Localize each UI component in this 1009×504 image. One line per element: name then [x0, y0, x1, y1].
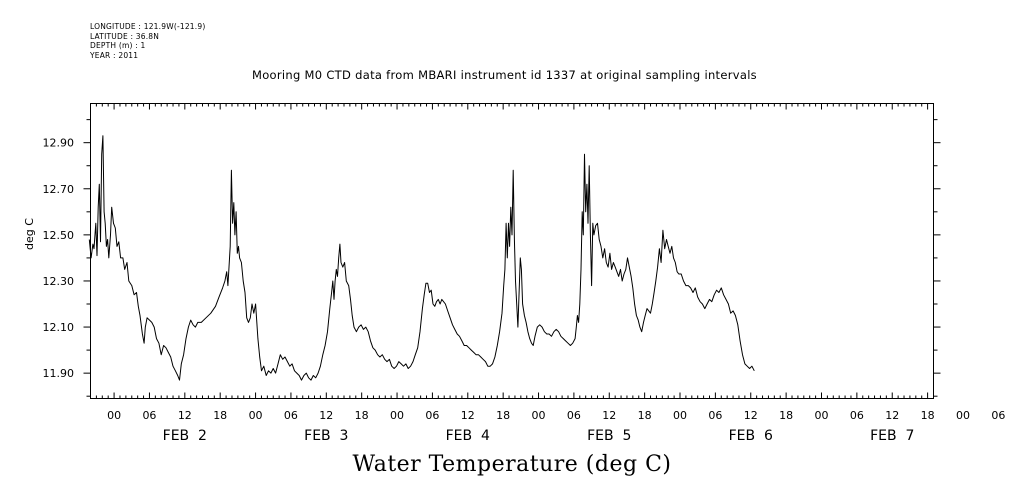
chart-title: Mooring M0 CTD data from MBARI instrumen…: [252, 68, 757, 82]
y-tick-label: 12.50: [43, 229, 75, 242]
x-tick-label: 00: [532, 409, 546, 422]
longitude-text: LONGITUDE : 121.9W(-121.9): [90, 22, 206, 31]
x-tick-label: 06: [567, 409, 581, 422]
plot-frame: [90, 103, 934, 399]
y-tick-label: 12.70: [43, 183, 75, 196]
x-tick-label: 18: [496, 409, 510, 422]
temperature-line: [88, 135, 755, 381]
day-label: FEB 7: [870, 428, 914, 444]
x-tick-label: 06: [708, 409, 722, 422]
y-tick-label: 12.10: [43, 321, 75, 334]
x-tick-label: 06: [425, 409, 439, 422]
x-tick-label: 18: [921, 409, 935, 422]
depth-text: DEPTH (m) : 1: [90, 41, 146, 51]
year-text: YEAR : 2011: [90, 50, 139, 60]
series-group: [88, 135, 755, 381]
x-axis-label: Water Temperature (deg C): [352, 452, 672, 477]
x-tick-label: 00: [956, 409, 970, 422]
day-label: FEB 6: [729, 428, 773, 444]
x-tick-label: 00: [673, 409, 687, 422]
day-label: FEB 5: [587, 428, 631, 444]
y-tick-label: 12.90: [43, 137, 75, 150]
x-tick-label: 12: [885, 409, 899, 422]
y-axis: 11.90 12.10 12.30 12.50 12.70 12.90: [43, 119, 941, 397]
x-tick-label: 00: [390, 409, 404, 422]
x-tick-label: 00: [249, 409, 263, 422]
x-tick-label: 06: [850, 409, 864, 422]
y-tick-label: 11.90: [43, 367, 75, 380]
x-tick-label: 12: [461, 409, 475, 422]
day-label: FEB 3: [304, 428, 348, 444]
day-label: FEB 4: [446, 428, 490, 444]
x-tick-label: 18: [213, 409, 227, 422]
x-tick-label: 18: [355, 409, 369, 422]
x-tick-label: 06: [142, 409, 156, 422]
x-tick-label: 06: [991, 409, 1005, 422]
minor-ticks: [90, 103, 934, 399]
x-tick-label: 12: [744, 409, 758, 422]
x-tick-label: 06: [284, 409, 298, 422]
x-tick-label: 00: [107, 409, 121, 422]
metadata-block: LONGITUDE : 121.9W(-121.9) LATITUDE : 36…: [90, 22, 205, 60]
x-axis: 00 06 12 18 00 06 12 18 00 06 12 18 00 06 12 18 00 06 12 18…: [107, 409, 1005, 444]
x-tick-label: 12: [178, 409, 192, 422]
y-tick-label: 12.30: [43, 275, 75, 288]
latitude-text: LATITUDE : 36.8N: [90, 31, 160, 41]
x-tick-label: 00: [814, 409, 828, 422]
x-tick-label: 18: [638, 409, 652, 422]
x-tick-label: 18: [779, 409, 793, 422]
day-label: FEB 2: [163, 428, 207, 444]
x-tick-label: 12: [602, 409, 616, 422]
x-tick-label: 12: [319, 409, 333, 422]
